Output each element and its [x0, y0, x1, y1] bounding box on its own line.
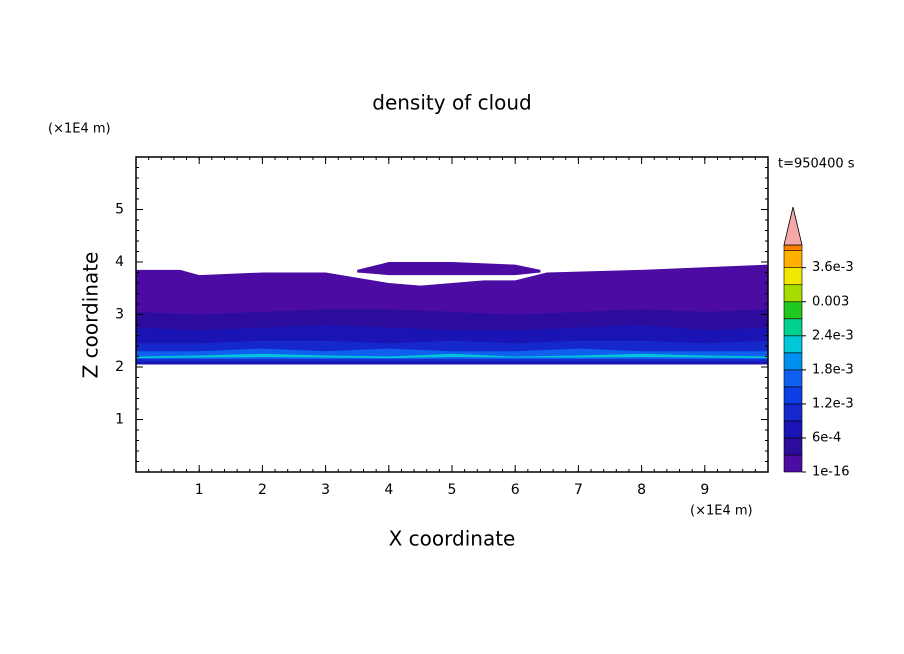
colorbar-box: [783, 437, 803, 456]
colorbar-box: [783, 386, 803, 405]
x-tick-label: 3: [321, 482, 330, 498]
colorbar-tick-label: 1.8e-3: [812, 362, 854, 377]
y-axis-label: Z coordinate: [79, 252, 103, 379]
colorbar-box: [783, 267, 803, 286]
x-tick-label: 5: [448, 482, 457, 498]
y-unit: (×1E4 m): [48, 122, 111, 137]
colorbar-extend: [783, 206, 803, 246]
colorbar-box: [783, 352, 803, 371]
colorbar-box: [783, 301, 803, 320]
x-unit: (×1E4 m): [690, 504, 753, 519]
x-axis-label: X coordinate: [389, 527, 516, 551]
y-tick-label: 3: [115, 307, 124, 323]
plot-area: [136, 262, 768, 365]
x-tick-label: 1: [195, 482, 204, 498]
contour-band: [357, 262, 541, 276]
chart-title: density of cloud: [372, 91, 531, 115]
x-tick-label: 8: [637, 482, 646, 498]
colorbar-tick-label: 1.2e-3: [812, 396, 854, 411]
colorbar-tick-label: 0.003: [812, 294, 849, 309]
colorbar-box: [783, 369, 803, 388]
colorbar-box: [783, 284, 803, 303]
x-tick-label: 6: [511, 482, 520, 498]
x-tick-label: 4: [384, 482, 393, 498]
colorbar-box: [783, 335, 803, 354]
colorbar-tick-label: 6e-4: [812, 430, 841, 445]
y-tick-label: 1: [115, 412, 124, 428]
colorbar-box: [783, 454, 803, 473]
contour-band: [136, 353, 768, 359]
colorbar-box: [783, 250, 803, 269]
colorbar-tick-label: 2.4e-3: [812, 328, 854, 343]
colorbar-box: [783, 420, 803, 439]
y-tick-label: 5: [115, 202, 124, 218]
x-tick-label: 2: [258, 482, 267, 498]
colorbar-tick-label: 1e-16: [812, 465, 850, 480]
colorbar-box: [783, 244, 803, 251]
colorbar-tick-label: 3.6e-3: [812, 260, 854, 275]
colorbar-box: [783, 403, 803, 422]
y-tick-label: 4: [115, 254, 124, 270]
x-tick-label: 7: [574, 482, 583, 498]
x-tick-label: 9: [700, 482, 709, 498]
y-tick-label: 2: [115, 359, 124, 375]
colorbar-box: [783, 318, 803, 337]
time-label: t=950400 s: [778, 157, 855, 172]
